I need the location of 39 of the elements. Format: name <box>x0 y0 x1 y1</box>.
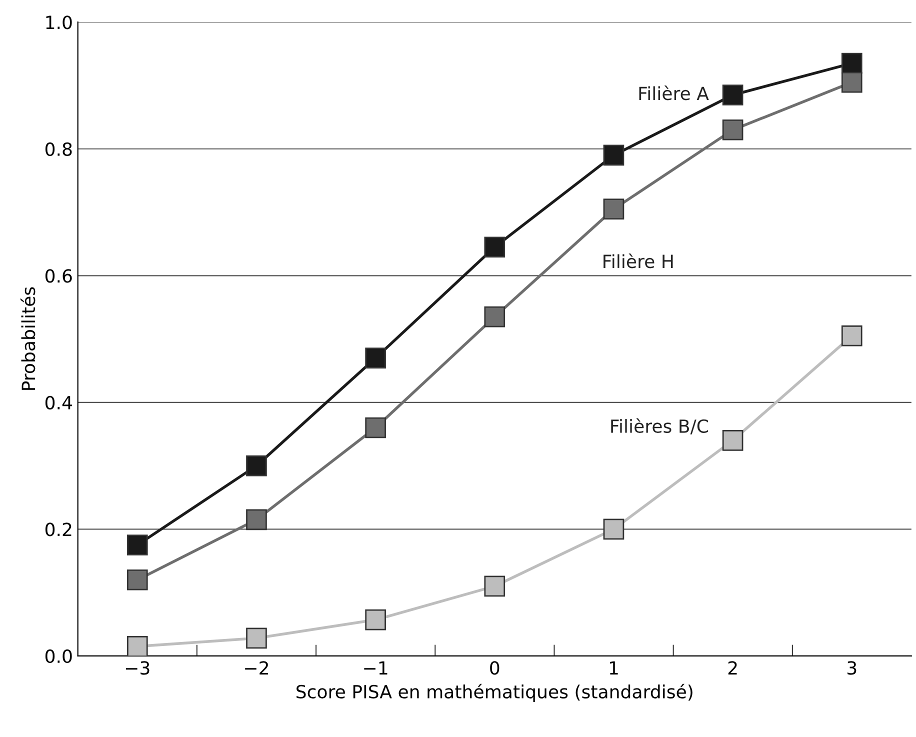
point <box>126 636 148 656</box>
x-tick-label: 3 <box>848 661 856 675</box>
x-tick-label: −3 <box>126 661 150 675</box>
point <box>841 52 862 74</box>
point <box>603 518 624 540</box>
series-label: Filière A <box>639 86 709 100</box>
series-label: Filières B/C <box>611 418 708 434</box>
y-tick-label: 0.0 <box>45 649 72 664</box>
y-tick-label: 0.4 <box>45 396 72 410</box>
x-tick-label: 0 <box>490 661 500 675</box>
point <box>246 628 267 649</box>
point <box>365 417 386 438</box>
x-tick-label: −1 <box>364 661 388 675</box>
point <box>484 576 506 597</box>
x-tick-label: 1 <box>610 661 618 675</box>
point <box>365 348 386 368</box>
point <box>246 509 267 530</box>
point <box>484 236 506 258</box>
point <box>246 455 267 476</box>
point <box>841 325 862 346</box>
x-tick-label: 2 <box>728 661 737 675</box>
point <box>365 609 386 630</box>
point <box>722 430 744 451</box>
point <box>126 534 148 556</box>
x-tick-label: −2 <box>245 661 268 675</box>
point <box>722 84 744 106</box>
y-tick-label: 0.8 <box>45 142 72 156</box>
y-tick-label: 0.2 <box>45 522 72 536</box>
point <box>603 198 624 220</box>
point <box>603 144 624 166</box>
y-tick-label: 0.6 <box>45 269 72 283</box>
y-tick-label: 1.0 <box>46 16 72 30</box>
point <box>126 569 148 590</box>
point <box>841 72 862 93</box>
x-axis-title: Score PISA en mathématiques (standardisé) <box>296 684 692 702</box>
point <box>722 119 744 140</box>
point <box>484 306 506 328</box>
y-axis-title: Probabilités <box>20 287 36 390</box>
series-label: Filière H <box>604 254 673 268</box>
